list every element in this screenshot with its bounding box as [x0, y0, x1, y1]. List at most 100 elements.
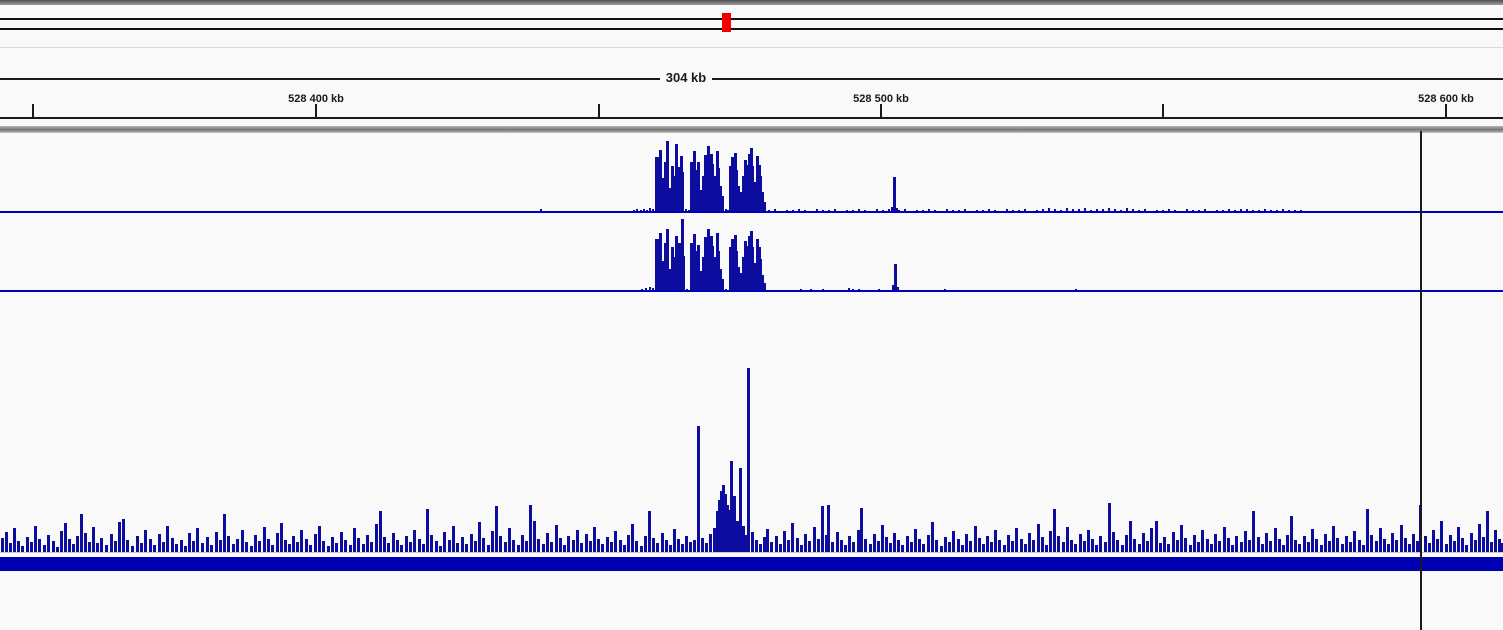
coverage-bar — [738, 186, 740, 212]
coverage-bar — [729, 166, 732, 212]
ruler-tick — [880, 104, 882, 117]
coverage-bar — [271, 545, 274, 552]
coverage-bar — [701, 538, 704, 552]
coverage-bar — [296, 542, 299, 552]
coverage-bar — [623, 545, 626, 552]
coverage-bar — [1257, 537, 1260, 552]
coverage-bar — [744, 160, 747, 212]
coverage-bar — [673, 529, 676, 552]
coverage-bar — [1201, 530, 1204, 552]
coverage-bar — [1375, 541, 1378, 552]
coverage-bar — [288, 544, 291, 552]
coverage-bar — [712, 246, 714, 291]
coverage-bar — [714, 257, 717, 291]
coverage-bar — [758, 165, 761, 212]
coverage-bar — [673, 257, 675, 291]
coverage-bar — [1041, 537, 1044, 552]
coverage-bar — [52, 541, 55, 552]
coverage-bar — [678, 243, 681, 291]
coverage-bar — [666, 141, 669, 212]
coverage-bar — [752, 166, 754, 212]
coverage-bar — [656, 543, 659, 552]
coverage-bar — [1349, 542, 1352, 552]
coverage-bar — [754, 263, 756, 291]
coverage-bar — [525, 541, 528, 552]
coverage-bar — [1066, 208, 1068, 212]
ruler-tick — [315, 104, 317, 117]
coverage-bar — [1370, 535, 1373, 552]
coverage-bar — [1474, 540, 1477, 552]
coverage-bar — [643, 209, 645, 212]
coverage-bar — [860, 508, 863, 552]
coverage-bar — [1278, 539, 1281, 552]
coverage-bar — [601, 544, 604, 552]
coverage-bar — [136, 536, 139, 552]
coverage-bar — [614, 531, 617, 552]
coverage-bar — [1353, 531, 1356, 552]
coverage-bar — [961, 545, 964, 552]
coverage-bar — [589, 541, 592, 552]
coverage-bar — [1282, 545, 1285, 552]
coverage-bar — [1341, 544, 1344, 552]
ideogram-view-marker[interactable] — [722, 13, 731, 32]
coverage-bar — [162, 542, 165, 552]
ruler-tick-label: 528 600 kb — [1418, 93, 1474, 105]
coverage-bar — [540, 209, 542, 212]
coverage-bar — [746, 165, 748, 212]
coverage-bar — [675, 144, 678, 212]
track-3-baseline — [0, 552, 1503, 553]
coverage-bar — [409, 542, 412, 552]
coverage-bar — [831, 542, 834, 552]
coverage-bar — [689, 542, 692, 552]
coverage-bar — [1286, 535, 1289, 552]
coverage-bar — [783, 531, 786, 552]
coverage-bar — [655, 239, 659, 291]
coverage-bar — [800, 545, 803, 552]
coverage-bar — [465, 544, 468, 552]
coverage-bar — [680, 156, 683, 212]
feature-band[interactable] — [0, 557, 1503, 571]
coverage-bar — [1416, 541, 1419, 552]
coverage-bar — [362, 544, 365, 552]
coverage-bar — [1003, 545, 1006, 552]
coverage-bar — [693, 151, 696, 212]
coverage-bar — [335, 543, 338, 552]
coverage-bar — [756, 156, 759, 212]
coverage-bar — [241, 530, 244, 552]
coverage-bar — [1218, 541, 1221, 552]
coverage-bar — [1424, 536, 1427, 552]
coverage-bar — [26, 537, 29, 552]
span-line-left — [0, 78, 660, 80]
coverage-bar — [736, 170, 738, 212]
coverage-bar — [901, 545, 904, 552]
coverage-bar — [517, 545, 520, 552]
chromosome-ideogram[interactable] — [0, 5, 1503, 52]
coverage-bar — [816, 209, 818, 212]
track-2-coverage[interactable] — [0, 219, 1503, 291]
coverage-bar — [682, 172, 684, 212]
coverage-bar — [1172, 532, 1175, 552]
coverage-bar — [448, 540, 451, 552]
coverage-bar — [906, 536, 909, 552]
coverage-bar — [722, 196, 724, 212]
coverage-bar — [1240, 542, 1243, 552]
genome-ruler[interactable]: 304 kb 528 400 kb 528 500 kb 528 600 kb — [0, 53, 1503, 126]
coverage-bar — [725, 209, 727, 212]
coverage-bar — [764, 283, 766, 291]
coverage-bar — [649, 287, 651, 291]
track-1-coverage[interactable] — [0, 132, 1503, 212]
coverage-bar — [318, 526, 321, 552]
coverage-bar — [726, 505, 729, 552]
coverage-bar — [180, 540, 183, 552]
track-3-coverage[interactable] — [0, 368, 1503, 552]
coverage-bar — [808, 541, 811, 552]
coverage-bar — [105, 545, 108, 552]
coverage-bar — [1214, 534, 1217, 552]
coverage-bar — [1184, 538, 1187, 552]
coverage-bar — [166, 526, 169, 552]
coverage-bar — [331, 537, 334, 552]
coverage-bar — [1274, 528, 1277, 552]
coverage-bar — [1121, 545, 1124, 552]
coverage-bar — [158, 534, 161, 552]
coverage-bar — [1057, 536, 1060, 552]
